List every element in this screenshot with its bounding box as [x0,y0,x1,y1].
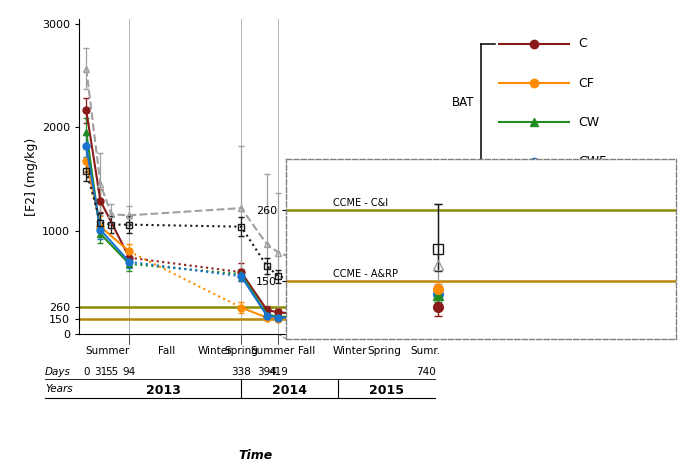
Text: NoC: NoC [450,227,474,240]
Text: CWF: CWF [578,155,607,168]
Text: Time: Time [238,449,273,462]
Text: 31: 31 [94,367,107,377]
Text: Summer: Summer [250,346,295,356]
Text: C: C [578,37,586,50]
Text: Spring: Spring [224,346,258,356]
Text: 419: 419 [268,367,288,377]
Text: 2015: 2015 [369,384,404,397]
Text: 55: 55 [105,367,118,377]
Text: Winter: Winter [197,346,232,356]
Text: 394: 394 [257,367,277,377]
Text: 338: 338 [231,367,251,377]
Text: CCME - C⁠&⁠I: CCME - C⁠&⁠I [333,198,388,209]
Text: CTRL: CTRL [578,244,610,257]
Text: 94: 94 [123,367,136,377]
Text: Spring: Spring [367,346,401,356]
Text: Years: Years [45,384,72,394]
Text: CW: CW [578,116,599,129]
Text: CCME - A⁠&⁠RP: CCME - A⁠&⁠RP [333,269,398,279]
Y-axis label: [F2] (mg/kg): [F2] (mg/kg) [25,137,38,216]
Text: Days: Days [45,367,70,377]
Text: Fall: Fall [158,346,175,356]
Text: FERT: FERT [578,210,609,223]
Text: 0: 0 [83,367,90,377]
Text: Fall: Fall [297,346,315,356]
Text: CF: CF [578,76,594,90]
Text: 2014: 2014 [273,384,307,397]
Text: 740: 740 [415,367,435,377]
Text: 2013: 2013 [146,384,181,397]
Text: Summer: Summer [86,346,130,356]
Text: Sumr.: Sumr. [411,346,441,356]
Text: Winter: Winter [333,346,367,356]
Text: BAT: BAT [451,96,474,109]
